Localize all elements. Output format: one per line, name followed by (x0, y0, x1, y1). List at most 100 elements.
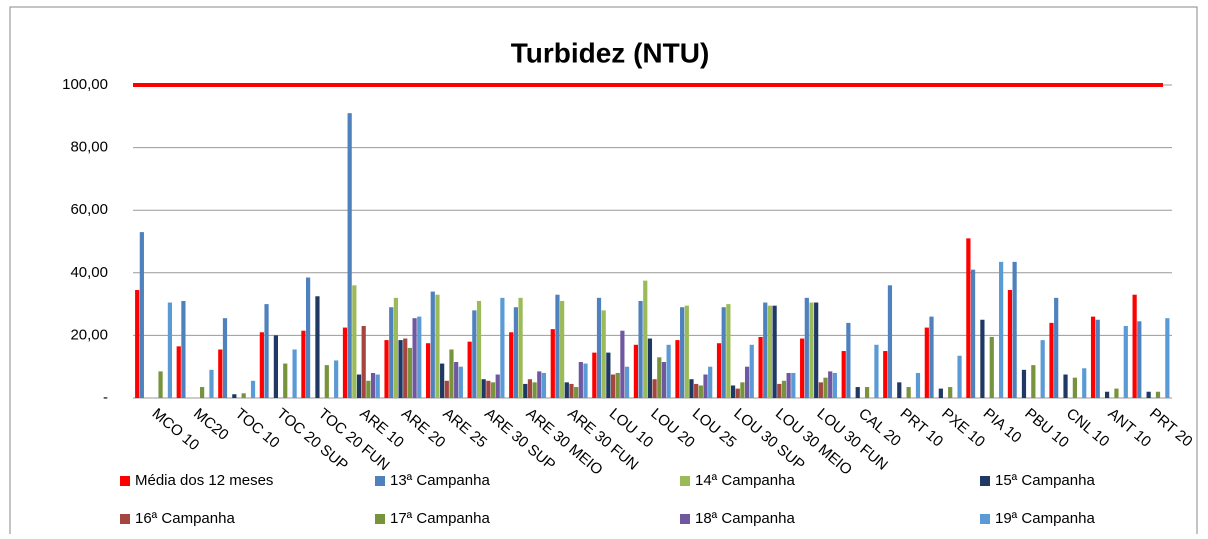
bar (241, 393, 246, 398)
bar (527, 379, 533, 398)
bar (633, 344, 639, 398)
bar (541, 372, 547, 398)
bar (828, 371, 833, 398)
bar (550, 329, 555, 398)
bar (698, 385, 703, 398)
bar (342, 327, 348, 398)
bar (596, 297, 602, 398)
legend-label: Média dos 12 meses (135, 472, 273, 489)
bar (273, 335, 278, 398)
bar (292, 349, 297, 398)
bar (703, 374, 708, 398)
legend-label: 16ª Campanha (135, 510, 235, 527)
bar (495, 374, 500, 398)
bar (574, 387, 579, 398)
bar (389, 307, 394, 398)
bar (716, 343, 722, 398)
bar (874, 344, 879, 398)
legend-label: 17ª Campanha (390, 510, 490, 527)
legend-label: 14ª Campanha (695, 472, 795, 489)
bar (513, 307, 519, 398)
bar (356, 374, 362, 398)
bar (657, 357, 662, 398)
bar (643, 280, 648, 398)
bar (486, 380, 491, 398)
bar (606, 352, 611, 398)
bar (684, 305, 689, 398)
bar (301, 330, 306, 398)
bar (767, 305, 773, 398)
bar (832, 372, 837, 398)
bar (467, 341, 472, 398)
bar (564, 382, 569, 398)
legend-label: 18ª Campanha (695, 510, 795, 527)
bar (1123, 326, 1128, 398)
bar (393, 297, 398, 398)
y-tick-label: 80,00 (70, 139, 108, 156)
bar (1049, 322, 1054, 398)
bar (689, 379, 694, 398)
legend-swatch (375, 514, 385, 524)
bar (458, 366, 463, 398)
legend-label: 13ª Campanha (390, 472, 490, 489)
bar (500, 297, 505, 398)
bar (1040, 340, 1045, 398)
y-tick-label: 20,00 (70, 326, 108, 343)
bar (417, 316, 422, 398)
bar (620, 330, 625, 398)
bar (218, 349, 223, 398)
bar (680, 307, 685, 398)
bar (1072, 377, 1077, 398)
bar (361, 326, 366, 398)
bar (181, 300, 186, 398)
bar (592, 352, 597, 398)
bar (744, 366, 750, 398)
bar (490, 382, 496, 398)
y-tick-label: 60,00 (70, 201, 108, 218)
bar (384, 340, 389, 398)
bar (537, 371, 542, 398)
bar (938, 388, 943, 398)
bar (1090, 316, 1096, 398)
bar (666, 344, 671, 398)
bar (804, 297, 809, 398)
bar (694, 383, 699, 398)
bar (855, 387, 860, 398)
y-tick-label: - (103, 389, 108, 406)
bar (509, 332, 514, 398)
bar (283, 363, 288, 398)
bar (407, 347, 413, 398)
bar (1021, 369, 1027, 398)
legend-swatch (680, 514, 690, 524)
bar (601, 310, 606, 398)
bar (652, 379, 657, 398)
bar (435, 294, 440, 398)
bar (758, 336, 763, 398)
bar (412, 318, 417, 398)
bar (444, 380, 449, 398)
bar (200, 387, 205, 398)
bar (929, 316, 934, 398)
bar (818, 382, 823, 398)
bar (615, 372, 620, 398)
legend-swatch (680, 476, 690, 486)
legend-swatch (980, 514, 990, 524)
bar (624, 366, 630, 398)
bar (139, 232, 144, 398)
bar (809, 302, 814, 398)
legend-swatch (980, 476, 990, 486)
bar (610, 374, 616, 398)
bar (800, 338, 805, 398)
bar (222, 318, 228, 398)
bar (167, 302, 173, 398)
bar (259, 332, 264, 398)
legend-swatch (120, 476, 130, 486)
bar (334, 360, 339, 398)
bar (781, 380, 787, 398)
bar (398, 340, 403, 398)
bar (1031, 365, 1036, 398)
bar (791, 372, 796, 398)
bar (366, 380, 371, 398)
bar (449, 349, 454, 398)
bar (454, 362, 459, 398)
